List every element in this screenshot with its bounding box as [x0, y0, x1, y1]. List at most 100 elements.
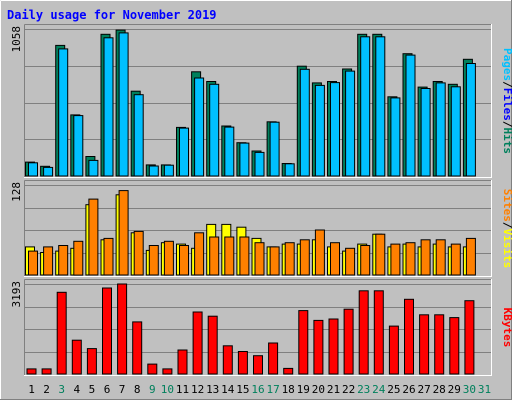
bar-sites-day-1: [28, 250, 38, 276]
bar-sites-day-15: [239, 236, 250, 276]
side-legend-visitors: Sites/Visits: [501, 189, 512, 269]
bar-pages-day-5: [88, 159, 99, 177]
side-legend-volume: KBytes: [501, 308, 512, 348]
bar-pages-day-4: [73, 115, 84, 177]
bar-kbytes-day-16: [253, 355, 263, 375]
bar-pages-day-12: [194, 77, 205, 177]
bar-sites-day-26: [405, 242, 416, 276]
bar-sites-day-8: [133, 230, 144, 276]
bar-pages-day-13: [209, 83, 220, 177]
day-label: 27: [417, 383, 430, 396]
bar-kbytes-day-13: [207, 315, 218, 375]
bar-kbytes-day-20: [313, 319, 324, 375]
bar-pages-day-1: [28, 162, 38, 177]
bar-sites-day-30: [465, 237, 476, 276]
bar-pages-day-28: [435, 82, 446, 177]
day-label: 24: [372, 383, 386, 396]
day-label: 15: [236, 383, 249, 396]
day-label: 7: [119, 383, 126, 396]
day-label: 11: [176, 383, 189, 396]
day-label: 16: [251, 383, 264, 396]
legend-separator: /: [501, 81, 512, 88]
bar-kbytes-day-12: [192, 311, 203, 375]
bar-sites-day-13: [209, 236, 220, 276]
bar-pages-day-3: [58, 48, 69, 177]
bar-kbytes-day-26: [404, 298, 414, 375]
legend-separator: /: [501, 121, 512, 128]
bar-sites-day-19: [299, 239, 310, 276]
side-legend-requests: Pages/Files/Hits: [501, 48, 512, 154]
panel-requests: 1058 Pages/Files/Hits: [10, 24, 512, 178]
bar-kbytes-day-11: [177, 349, 188, 375]
day-label: 22: [342, 383, 355, 396]
bar-kbytes-day-4: [71, 339, 82, 375]
bar-pages-day-2: [43, 166, 54, 177]
bar-pages-day-24: [375, 36, 386, 177]
bar-sites-day-7: [118, 190, 129, 276]
bar-sites-day-10: [163, 240, 174, 276]
day-label: 23: [357, 383, 370, 396]
bar-sites-day-17: [269, 246, 280, 276]
bar-kbytes-day-18: [283, 367, 294, 375]
bar-sites-day-5: [88, 198, 99, 276]
day-label: 30: [463, 383, 476, 396]
bar-kbytes-day-10: [162, 368, 173, 375]
bar-sites-day-16: [254, 242, 265, 276]
chart-panels: 1058 Pages/Files/Hits 128 Sites/Visits 3193 K…: [10, 24, 512, 376]
bar-sites-day-6: [103, 237, 114, 276]
y-max-label: 3193: [10, 281, 23, 308]
day-label: 17: [266, 383, 279, 396]
bar-kbytes-day-5: [86, 348, 97, 375]
legend-kbytes: KBytes: [501, 308, 512, 348]
bar-pages-day-20: [314, 84, 325, 177]
bar-sites-day-18: [284, 242, 295, 276]
y-max-label: 1058: [10, 26, 23, 53]
bar-kbytes-day-15: [237, 351, 248, 375]
bar-kbytes-day-28: [434, 314, 445, 375]
bar-kbytes-day-22: [343, 308, 354, 375]
bar-kbytes-day-27: [419, 314, 430, 375]
bar-pages-day-30: [465, 63, 476, 177]
day-label: 21: [327, 383, 340, 396]
bar-kbytes-day-9: [147, 363, 158, 375]
bar-kbytes-day-2: [41, 368, 52, 375]
bar-sites-day-29: [450, 243, 461, 276]
panel-volume: 3193 KBytes: [10, 279, 512, 376]
day-label: 19: [297, 383, 310, 396]
legend-sites: Sites: [501, 189, 512, 222]
day-label: 28: [433, 383, 446, 396]
day-label: 26: [402, 383, 415, 396]
bar-sites-day-11: [179, 245, 189, 276]
bar-kbytes-day-29: [449, 317, 460, 375]
bar-pages-day-16: [254, 151, 265, 177]
bar-pages-day-22: [345, 70, 356, 177]
bar-sites-day-3: [58, 245, 69, 276]
bar-kbytes-day-30: [464, 300, 475, 375]
day-label: 14: [221, 383, 235, 396]
bar-sites-day-27: [420, 239, 431, 276]
day-label: 6: [104, 383, 111, 396]
bar-pages-day-19: [299, 68, 310, 177]
bar-sites-day-9: [148, 245, 159, 276]
bar-pages-day-14: [224, 126, 235, 177]
bar-pages-day-7: [118, 32, 129, 177]
bar-pages-day-8: [133, 94, 144, 177]
day-label: 20: [312, 383, 325, 396]
bar-sites-day-28: [435, 239, 446, 276]
y-max-label: 128: [10, 182, 23, 202]
bar-kbytes-day-1: [26, 368, 37, 375]
bar-kbytes-day-14: [222, 345, 233, 375]
legend-separator: /: [501, 222, 512, 229]
day-label: 31: [478, 383, 491, 396]
bar-kbytes-day-3: [56, 291, 67, 375]
bar-kbytes-day-21: [328, 318, 339, 375]
bar-kbytes-day-25: [388, 325, 399, 375]
bar-pages-day-23: [360, 36, 371, 177]
bar-pages-day-21: [330, 82, 340, 177]
bar-sites-day-24: [375, 233, 386, 276]
bar-sites-day-25: [390, 243, 401, 276]
bar-pages-day-27: [420, 88, 431, 177]
bar-pages-day-18: [284, 163, 295, 177]
